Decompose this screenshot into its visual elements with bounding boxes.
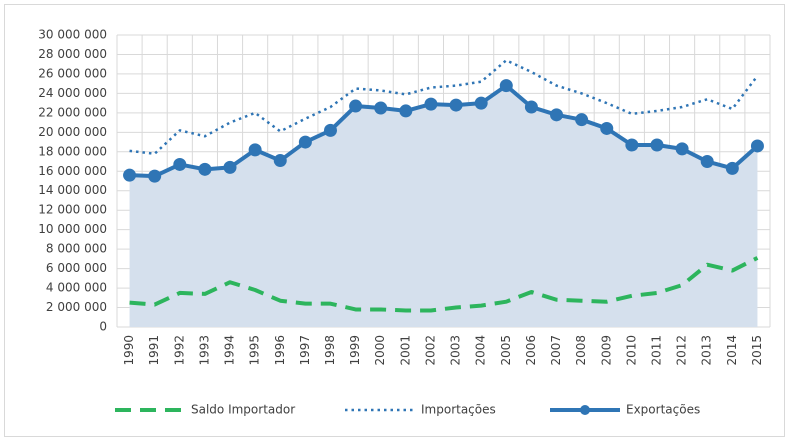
legend-label: Importações — [421, 403, 496, 417]
marker — [575, 113, 589, 127]
x-tick-label: 2007 — [549, 335, 563, 366]
x-tick-label: 2009 — [599, 335, 613, 366]
marker — [349, 99, 363, 113]
x-tick-label: 2003 — [449, 335, 463, 366]
marker — [424, 97, 438, 111]
y-tick-label: 10 000 000 — [38, 222, 107, 236]
x-tick-label: 1994 — [223, 335, 237, 366]
y-tick-label: 22 000 000 — [38, 105, 107, 119]
legend-label: Saldo Importador — [191, 403, 295, 417]
marker — [449, 98, 463, 112]
y-tick-label: 16 000 000 — [38, 164, 107, 178]
y-tick-label: 14 000 000 — [38, 183, 107, 197]
marker — [700, 155, 714, 169]
marker — [399, 104, 413, 118]
line — [129, 59, 759, 155]
x-tick-label: 1998 — [323, 335, 337, 366]
x-tick-label: 1996 — [273, 335, 287, 366]
y-tick-label: 28 000 000 — [38, 47, 107, 61]
x-tick-label: 1999 — [348, 335, 362, 366]
area — [129, 85, 758, 327]
marker — [273, 154, 287, 168]
y-tick-label: 26 000 000 — [38, 66, 107, 80]
y-tick-label: 2 000 000 — [46, 300, 107, 314]
x-tick-label: 2001 — [398, 335, 412, 366]
y-tick-label: 6 000 000 — [46, 261, 107, 275]
marker — [148, 169, 162, 183]
marker — [173, 157, 187, 171]
marker — [123, 168, 137, 182]
marker — [298, 135, 312, 149]
y-tick-label: 0 — [99, 320, 107, 334]
marker — [750, 139, 764, 153]
marker — [600, 121, 614, 135]
y-tick-label: 18 000 000 — [38, 144, 107, 158]
y-tick-label: 24 000 000 — [38, 86, 107, 100]
legend-marker — [580, 405, 590, 415]
x-tick-label: 2006 — [524, 335, 538, 366]
y-tick-label: 8 000 000 — [46, 242, 107, 256]
line — [129, 256, 759, 313]
y-tick-label: 30 000 000 — [38, 28, 107, 42]
x-tick-label: 2008 — [574, 335, 588, 366]
marker — [524, 100, 538, 114]
marker — [499, 79, 513, 93]
x-tick-label: 2010 — [624, 335, 638, 366]
x-tick-label: 2005 — [499, 335, 513, 366]
x-tick-label: 2011 — [649, 335, 663, 366]
x-tick-label: 2013 — [700, 335, 714, 366]
marker — [550, 108, 564, 122]
x-tick-label: 1995 — [248, 335, 262, 366]
marker — [725, 161, 739, 175]
x-tick-label: 2015 — [750, 335, 764, 366]
y-tick-label: 12 000 000 — [38, 203, 107, 217]
y-tick-label: 20 000 000 — [38, 125, 107, 139]
x-tick-label: 1990 — [122, 335, 136, 366]
marker — [474, 96, 488, 110]
marker — [675, 142, 689, 156]
x-tick-label: 1997 — [298, 335, 312, 366]
marker — [374, 101, 388, 115]
x-tick-label: 1992 — [172, 335, 186, 366]
y-tick-label: 4 000 000 — [46, 281, 107, 295]
x-tick-label: 1991 — [147, 335, 161, 366]
x-tick-label: 2004 — [474, 335, 488, 366]
marker — [248, 143, 262, 157]
marker — [650, 138, 664, 152]
x-tick-label: 1993 — [197, 335, 211, 366]
marker — [625, 138, 639, 152]
x-tick-label: 2002 — [423, 335, 437, 366]
legend-label: Exportações — [626, 403, 700, 417]
marker — [198, 162, 212, 176]
x-tick-label: 2012 — [675, 335, 689, 366]
x-tick-label: 2000 — [373, 335, 387, 366]
x-tick-label: 2014 — [725, 335, 739, 366]
marker — [223, 160, 237, 174]
marker — [323, 123, 337, 137]
